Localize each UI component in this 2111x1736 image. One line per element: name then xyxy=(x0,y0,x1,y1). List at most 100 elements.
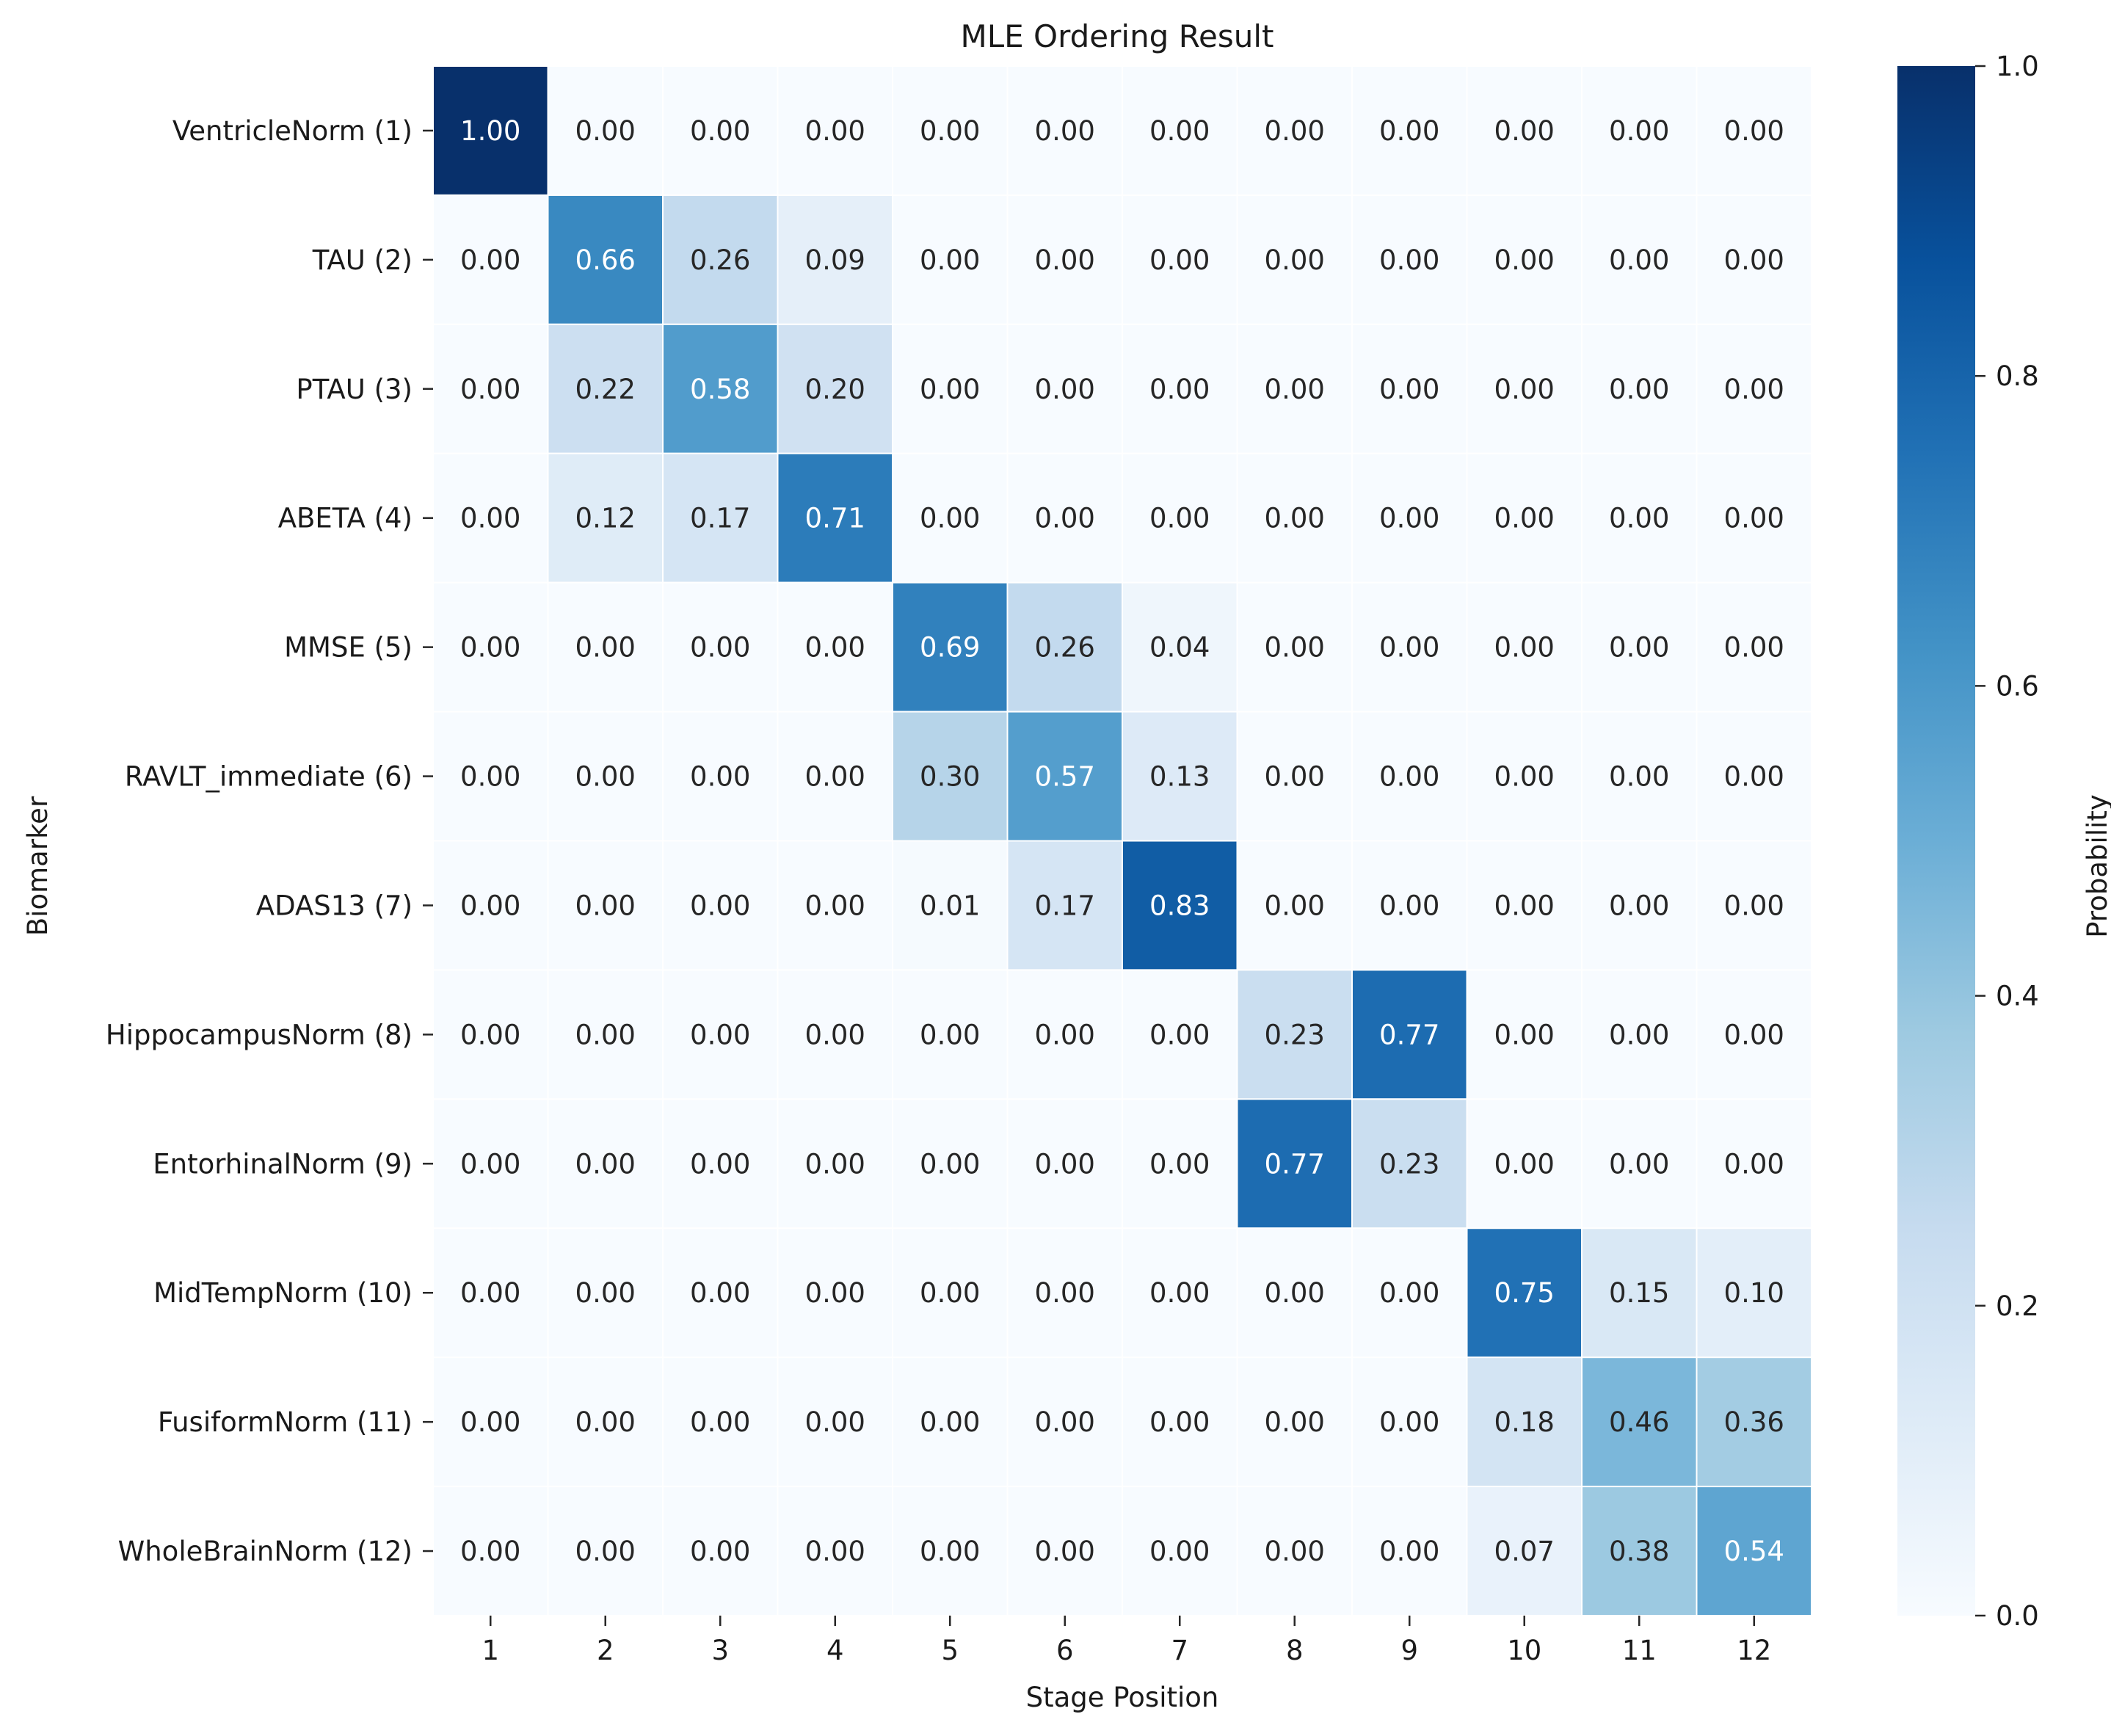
heatmap-cell xyxy=(892,840,1009,971)
cell-value-label: 0.00 xyxy=(1035,244,1095,276)
cell-value-label: 0.00 xyxy=(1609,1019,1669,1050)
cell-value-label: 0.00 xyxy=(1609,1148,1669,1180)
cell-value-label: 0.00 xyxy=(1265,761,1325,793)
colorbar-tick-label: 0.2 xyxy=(1996,1290,2039,1322)
heatmap-cell xyxy=(1696,1227,1812,1359)
heatmap-cell xyxy=(547,840,664,971)
heatmap-cell xyxy=(432,65,549,196)
cell-value-label: 0.00 xyxy=(1379,244,1439,276)
cell-value-label: 0.00 xyxy=(1379,1406,1439,1438)
heatmap-cell xyxy=(1351,711,1468,842)
heatmap-cell xyxy=(547,581,664,713)
heatmap-cell xyxy=(432,452,549,584)
cell-value-label: 0.00 xyxy=(1379,761,1439,793)
heatmap-cell xyxy=(777,840,893,971)
heatmap-cell xyxy=(662,65,779,196)
heatmap-cell xyxy=(1236,194,1353,325)
y-tick-label: ADAS13 (7) xyxy=(256,890,413,921)
heatmap-cell xyxy=(1006,1098,1123,1230)
heatmap-cell xyxy=(777,1098,893,1230)
heatmap-cell xyxy=(1122,581,1238,713)
heatmap-cell xyxy=(1236,1098,1353,1230)
heatmap-cell xyxy=(547,65,664,196)
x-tick-label: 3 xyxy=(711,1635,729,1666)
heatmap-cell xyxy=(1581,452,1698,584)
cell-value-label: 0.00 xyxy=(1724,244,1784,276)
heatmap-cell xyxy=(547,194,664,325)
heatmap-cell xyxy=(892,581,1009,713)
y-tick-label: TAU (2) xyxy=(312,244,413,276)
cell-value-label: 0.36 xyxy=(1724,1406,1784,1438)
cell-value-label: 0.00 xyxy=(575,890,636,921)
heatmap-cell xyxy=(1006,194,1123,325)
heatmap-cell xyxy=(547,1357,664,1488)
heatmap-cell xyxy=(1351,1486,1468,1617)
cell-value-label: 0.00 xyxy=(1494,244,1555,276)
y-tick-label: HippocampusNorm (8) xyxy=(106,1019,413,1050)
heatmap-cell xyxy=(662,1486,779,1617)
cell-value-label: 0.00 xyxy=(1724,503,1784,534)
heatmap-cell xyxy=(547,1486,664,1617)
cell-value-label: 0.00 xyxy=(1379,1536,1439,1567)
cell-value-label: 0.00 xyxy=(1035,503,1095,534)
cell-value-label: 0.12 xyxy=(575,503,636,534)
heatmap-cell xyxy=(1122,711,1238,842)
cell-value-label: 0.54 xyxy=(1724,1536,1784,1567)
cell-value-label: 0.46 xyxy=(1609,1406,1669,1438)
cell-value-label: 0.00 xyxy=(460,1019,520,1050)
cell-value-label: 0.15 xyxy=(1609,1277,1669,1309)
heatmap-cell xyxy=(432,194,549,325)
cell-value-label: 0.00 xyxy=(1494,1148,1555,1180)
cell-value-label: 0.00 xyxy=(690,1536,750,1567)
cell-value-label: 0.00 xyxy=(460,1536,520,1567)
cell-value-label: 0.00 xyxy=(1494,1019,1555,1050)
cell-value-label: 0.00 xyxy=(805,115,865,147)
cell-value-label: 0.71 xyxy=(805,503,865,534)
heatmap-cell xyxy=(1581,840,1698,971)
cell-value-label: 0.00 xyxy=(1265,115,1325,147)
cell-value-label: 0.00 xyxy=(1724,1019,1784,1050)
cell-value-label: 0.00 xyxy=(1609,761,1669,793)
cell-value-label: 0.75 xyxy=(1494,1277,1555,1309)
heatmap-cell xyxy=(777,711,893,842)
heatmap-cell xyxy=(547,1098,664,1230)
heatmap-cell xyxy=(432,323,549,454)
cell-value-label: 0.77 xyxy=(1379,1019,1439,1050)
heatmap-cell xyxy=(1122,452,1238,584)
cell-value-label: 0.00 xyxy=(1609,374,1669,405)
y-axis-label: Biomarker xyxy=(22,796,54,936)
cell-value-label: 0.00 xyxy=(1149,115,1210,147)
cell-value-label: 0.09 xyxy=(805,244,865,276)
heatmap-cell xyxy=(777,1227,893,1359)
heatmap-cell xyxy=(547,452,664,584)
heatmap-cell xyxy=(432,1098,549,1230)
cell-value-label: 0.00 xyxy=(1149,503,1210,534)
cell-value-label: 0.00 xyxy=(1494,115,1555,147)
cell-value-label: 0.00 xyxy=(1379,1277,1439,1309)
heatmap-cell xyxy=(662,323,779,454)
cell-value-label: 0.17 xyxy=(1035,890,1095,921)
colorbar-tick-label: 1.0 xyxy=(1996,51,2039,82)
heatmap-cell xyxy=(662,581,779,713)
cell-value-label: 0.00 xyxy=(575,1536,636,1567)
cell-value-label: 0.00 xyxy=(690,1406,750,1438)
cell-value-label: 0.00 xyxy=(1149,244,1210,276)
cell-value-label: 0.57 xyxy=(1035,761,1095,793)
x-tick-label: 10 xyxy=(1507,1635,1541,1666)
x-tick-label: 12 xyxy=(1737,1635,1771,1666)
cell-value-label: 0.00 xyxy=(920,115,980,147)
cell-value-label: 0.00 xyxy=(1149,1019,1210,1050)
cell-value-label: 0.00 xyxy=(805,1019,865,1050)
cell-value-label: 0.00 xyxy=(805,1277,865,1309)
cell-value-label: 0.20 xyxy=(805,374,865,405)
cell-value-label: 0.00 xyxy=(690,115,750,147)
cell-value-label: 0.00 xyxy=(1035,1148,1095,1180)
x-tick-label: 8 xyxy=(1286,1635,1304,1666)
cell-value-label: 0.00 xyxy=(1149,374,1210,405)
cell-value-label: 0.00 xyxy=(690,1019,750,1050)
cell-value-label: 0.00 xyxy=(1379,115,1439,147)
cell-value-label: 0.00 xyxy=(1035,115,1095,147)
colorbar-label: Probability xyxy=(2082,794,2111,938)
cell-value-label: 0.00 xyxy=(575,1406,636,1438)
heatmap-cell xyxy=(892,969,1009,1100)
